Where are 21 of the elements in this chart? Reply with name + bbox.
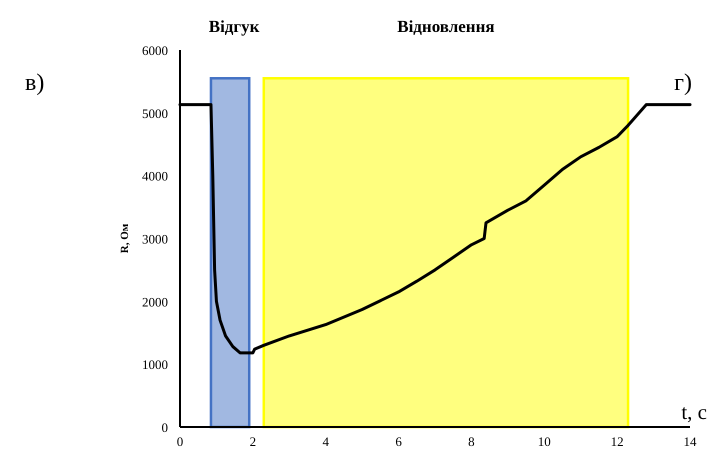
y-axis-title: R, Ом	[119, 223, 131, 254]
x-tick-label: 0	[176, 434, 184, 449]
y-tick-label: 6000	[142, 43, 168, 58]
y-tick-label: 2000	[142, 294, 168, 310]
x-tick-label: 4	[322, 434, 330, 449]
y-tick-label: 0	[162, 420, 168, 435]
band-label: Відновлення	[397, 17, 495, 36]
x-tick-label: 8	[468, 434, 475, 449]
y-tick-label: 5000	[142, 106, 168, 121]
y-tick-label: 4000	[142, 168, 168, 184]
x-tick-label: 14	[684, 434, 697, 449]
y-tick-label: 3000	[142, 232, 168, 246]
annotation: г)	[674, 70, 692, 96]
text: в)	[25, 70, 44, 96]
x-tick-label: 6	[395, 434, 402, 449]
x-tick-label: 10	[538, 434, 551, 449]
x-axis-title: t, с	[681, 400, 707, 424]
y-tick-label: 1000	[142, 357, 168, 372]
x-tick-label: 12	[610, 434, 624, 449]
band-label: Відгук	[208, 17, 260, 36]
x-tick-label: 2	[250, 434, 256, 449]
